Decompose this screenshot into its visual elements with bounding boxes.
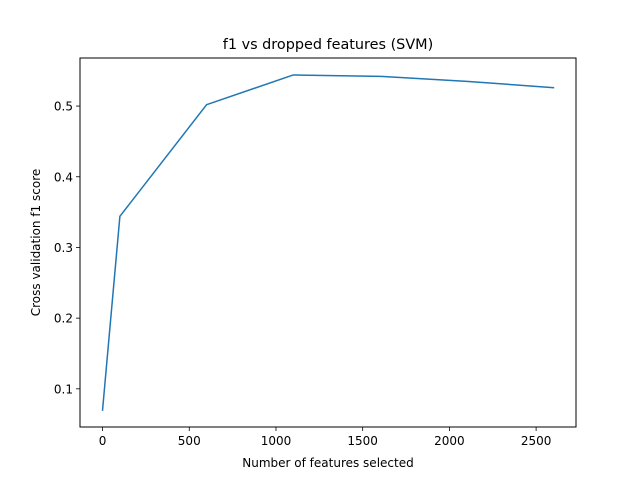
axes-frame	[79, 57, 577, 428]
x-tick-label: 1000	[261, 434, 292, 448]
axis-ticks: 0 500 1000 1500 2000 2500 0.1 0.2 0.3 0.4 0.5	[54, 100, 551, 448]
y-tick-label: 0.4	[54, 170, 73, 184]
chart-title: f1 vs dropped features (SVM)	[223, 37, 433, 53]
x-tick-label: 2500	[521, 434, 552, 448]
x-tick-label: 1500	[347, 434, 378, 448]
y-axis-label: Cross validation f1 score	[29, 169, 43, 317]
y-tick-label: 0.1	[54, 382, 73, 396]
x-axis-label: Number of features selected	[242, 456, 413, 470]
series-line	[101, 74, 555, 411]
y-tick-label: 0.5	[54, 100, 73, 114]
y-tick-label: 0.2	[54, 312, 73, 326]
x-tick-label: 500	[178, 434, 201, 448]
y-tick-label: 0.3	[54, 241, 73, 255]
x-tick-label: 0	[99, 434, 107, 448]
x-tick-label: 2000	[434, 434, 465, 448]
plot-area	[101, 74, 555, 411]
